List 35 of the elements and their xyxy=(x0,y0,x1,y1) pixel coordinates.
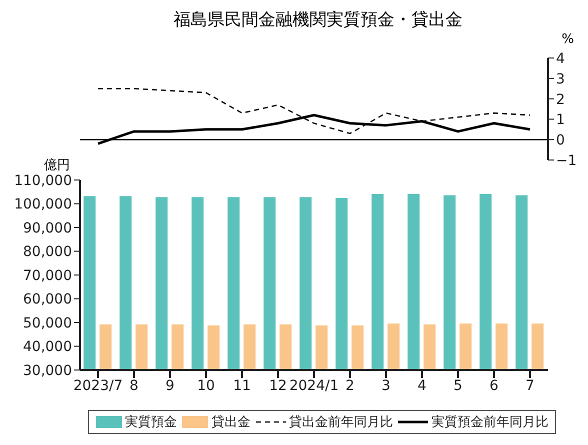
x-tick-label: 10 xyxy=(197,378,215,394)
y-tick-label: 40,000 xyxy=(23,339,72,356)
x-tick-label: 6 xyxy=(490,378,499,394)
x-tick-label: 8 xyxy=(130,378,138,394)
y-tick-label: 70,000 xyxy=(23,268,72,284)
y-tick-label: 110,000 xyxy=(14,172,72,189)
x-tick-label: 4 xyxy=(418,378,427,394)
x-tick-label: 2 xyxy=(346,378,354,394)
y-axis-title: 億円 xyxy=(44,158,70,173)
y2-tick-label: 4 xyxy=(556,50,565,67)
x-tick-label: 12 xyxy=(269,378,287,394)
legend-label: 貸出金 xyxy=(211,414,250,431)
x-tick-label: 5 xyxy=(454,378,462,394)
y2-tick-label: 3 xyxy=(556,71,565,88)
y-tick-label: 90,000 xyxy=(23,220,72,236)
y2-tick-label: 1 xyxy=(556,112,565,128)
y-tick-label: 100,000 xyxy=(14,196,72,213)
legend-label: 実質預金 xyxy=(124,414,177,431)
y-tick-label: 80,000 xyxy=(23,244,72,260)
y-tick-label: 60,000 xyxy=(23,292,72,308)
x-tick-label: 3 xyxy=(382,378,390,394)
x-tick-label: 9 xyxy=(166,378,174,394)
legend-label: 実質預金前年同月比 xyxy=(431,414,548,431)
y2-tick-label: −1 xyxy=(556,152,577,169)
chart-title: 福島県民間金融機関実質預金・貸出金 xyxy=(174,10,462,30)
y2-tick-label: 0 xyxy=(556,132,565,149)
x-tick-label: 2024/1 xyxy=(289,378,339,394)
legend-label: 貸出金前年同月比 xyxy=(288,414,393,431)
y-tick-label: 30,000 xyxy=(23,362,72,379)
x-tick-label: 11 xyxy=(233,378,251,394)
x-tick-label: 2023/7 xyxy=(73,378,123,394)
y2-tick-label: 2 xyxy=(556,92,565,108)
y-tick-label: 50,000 xyxy=(23,315,72,332)
x-tick-label: 7 xyxy=(526,378,534,394)
y2-axis-title: % xyxy=(562,32,574,47)
